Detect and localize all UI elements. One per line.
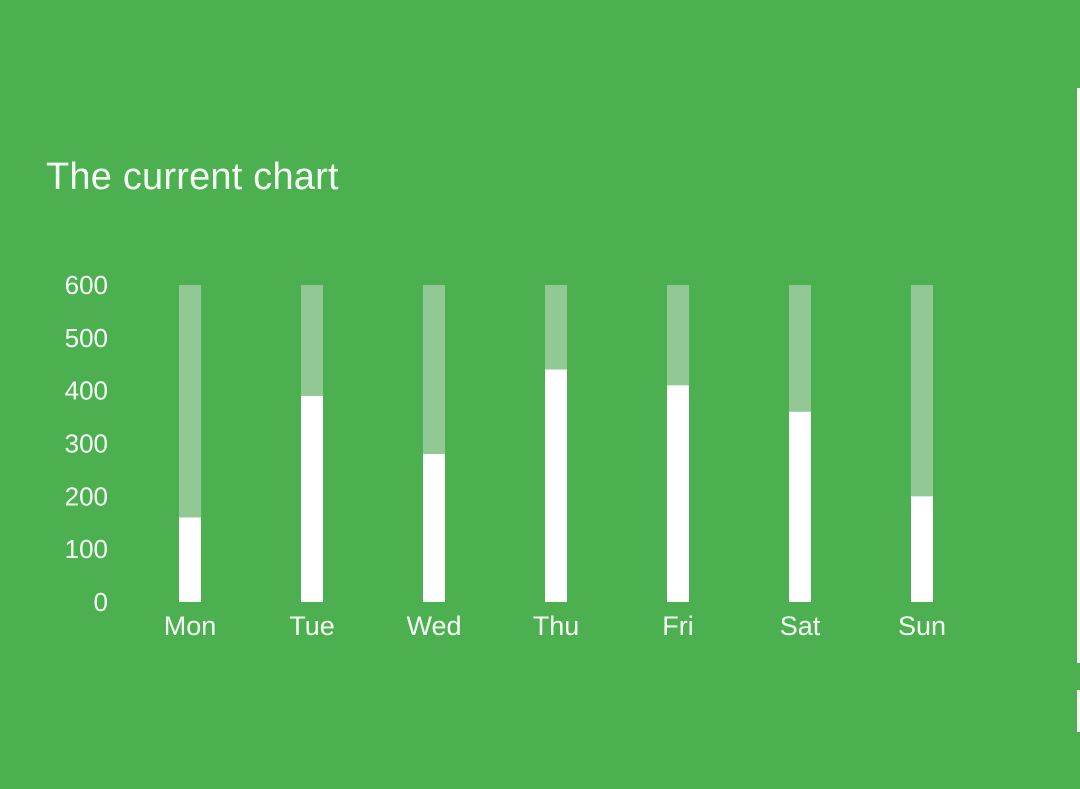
y-tick-label-200: 200 — [65, 481, 108, 511]
right-edge-divider-lower — [1077, 690, 1080, 732]
x-tick-label-wed: Wed — [406, 611, 461, 641]
x-tick-label-sat: Sat — [780, 611, 821, 641]
x-tick-label-mon: Mon — [164, 611, 217, 641]
bar-tue — [301, 395, 323, 602]
x-tick-label-sun: Sun — [898, 611, 946, 641]
bars — [179, 285, 933, 602]
y-tick-label-0: 0 — [94, 587, 108, 617]
bar-sun — [911, 496, 933, 602]
y-tick-label-500: 500 — [65, 323, 108, 353]
x-tick-label-fri: Fri — [662, 611, 693, 641]
x-tick-label-thu: Thu — [533, 611, 580, 641]
y-axis: 0 100 200 300 400 500 600 — [65, 270, 108, 617]
bar-sat — [789, 411, 811, 602]
chart-title: The current chart — [46, 156, 339, 198]
y-tick-label-300: 300 — [65, 429, 108, 459]
right-edge-divider — [1077, 88, 1080, 663]
y-tick-label-600: 600 — [65, 270, 108, 300]
bar-wed — [423, 454, 445, 602]
bar-thu — [545, 369, 567, 602]
x-axis: Mon Tue Wed Thu Fri Sat Sun — [164, 611, 946, 641]
bar-mon — [179, 517, 201, 602]
bar-fri — [667, 385, 689, 602]
x-tick-label-tue: Tue — [289, 611, 335, 641]
y-tick-label-400: 400 — [65, 376, 108, 406]
y-tick-label-100: 100 — [65, 534, 108, 564]
